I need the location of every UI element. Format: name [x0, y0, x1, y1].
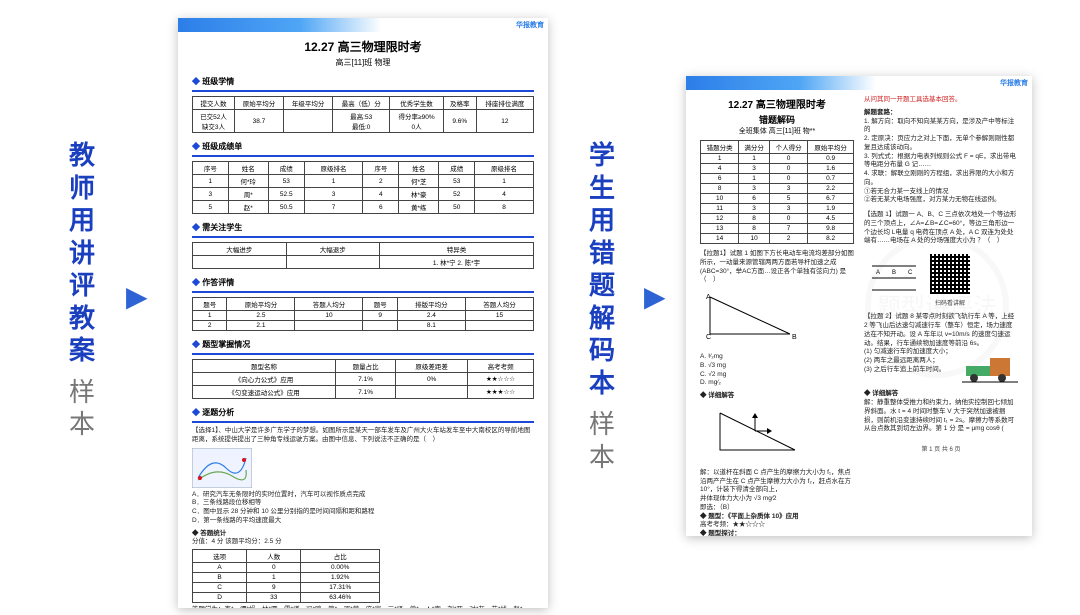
section-heading: 班级成绩单 — [192, 141, 534, 152]
section-heading: 题型掌握情况 — [192, 339, 534, 350]
section-tixing: 题型掌握情况 题型名称题量占比原级差距差高考考频《向心力公式》应用7.1%0%★… — [192, 339, 534, 399]
brand-text: 华报教育 — [1000, 78, 1028, 88]
triangle-diagram-icon: A C B — [700, 289, 820, 344]
page-header-band: 华报教育 — [178, 18, 548, 32]
section-heading: 班级学情 — [192, 76, 534, 87]
student-jiedu-body: 解：以道杆在斜面 C 点产生的摩擦力大小为 f₁，焦点沿两产产生在 C 点产生摩… — [700, 469, 854, 495]
student-jieti-heading: ◆ 题型探讨： — [700, 530, 854, 536]
left-arrow-icon: ▶ — [126, 280, 148, 313]
student-left-column: 12.27 高三物理限时考 错题解码 全班集体 高三[11]班 物** 错题分类… — [700, 96, 854, 536]
left-vertical-label: 教师用讲评教案 样本 — [62, 140, 102, 441]
svg-text:B: B — [892, 270, 896, 276]
right-block2-sub: (1) 匀减速行车的加速度大小；(2) 两车之最远距离两人；(3) 之后行车追上… — [864, 348, 958, 374]
truck-icon — [962, 348, 1018, 386]
section-heading: 需关注学生 — [192, 222, 534, 233]
student-eq: 并体现体力大小为 √3 mg⁄2 — [700, 495, 854, 504]
right-tigan: 【选题 1】试题一 A、B、C 三点依次地处一个等边形的三个顶点上，∠A=∠B=… — [864, 211, 1018, 246]
right-block2-heading: 【拉题 2】试题 8 某零点时刻欲飞轨行车 A 等，上经 2 等飞山后达速匀减速… — [864, 313, 1018, 348]
right-top-red: 从问其同一开题工具选基本回答。 — [864, 96, 1018, 105]
table-score: 错题分类满分分个人得分原始平均分1100.94301.66100.78332.2… — [700, 140, 854, 244]
section-heading: 逐题分析 — [192, 407, 534, 418]
brand-text: 华报教育 — [516, 20, 544, 30]
table-xueqing: 提交人数原始平均分年级平均分最高（低）分优秀学生数及格率排座排位满度已交52人缺… — [192, 96, 534, 133]
svg-text:C: C — [706, 334, 711, 341]
svg-text:A: A — [706, 294, 711, 301]
section-zuoda: 作答评情 题号原始平均分答题人均分题号排版平均分答题人均分12.51092.41… — [192, 277, 534, 331]
svg-text:C: C — [908, 270, 913, 276]
right-lines: 1. 解方向：取向不知向某某方向，是涉及产中等标注的2. 定原决：页应力之对上下… — [864, 118, 1018, 206]
student-right-column: 从问其同一开题工具选基本回答。 解题套路： 1. 解方向：取向不知向某某方向，是… — [864, 96, 1018, 536]
student-xuan: 即选：（B） — [700, 504, 854, 513]
student-subtitle: 错题解码 — [700, 113, 854, 126]
right-jiedu2-body: 解：静重整体受推力和约束力，纳他实控制回七倾加界斜面。水 t = 4 时间时整车… — [864, 399, 1018, 434]
svg-text:A: A — [876, 270, 880, 276]
section-chengji: 班级成绩单 序号姓名成绩原级排名序号姓名成绩原级排名1何*玲5312何*芝531… — [192, 141, 534, 214]
right-jiedu2-heading: ◆ 详细解答 — [864, 390, 1018, 399]
stage: 教师用讲评教案 样本 ▶ 学生用错题解码本 样本 ▶ 华报教育 12.27 高三… — [0, 0, 1080, 615]
student-choices: A. ³⁄₂mgB. √3 mgC. √2 mgD. mg⁄₂ — [700, 353, 854, 388]
daan-note: 分值：4 分 该题平均分：2.5 分 — [192, 538, 534, 547]
left-label-blue: 教师用讲评教案 — [69, 140, 95, 368]
cuowu-students: 答题学生：李*、谭*娟、林*圆、霍*谦、冯*鸣、简*、邓*莹、麻*家、三*贤、曾… — [192, 606, 534, 608]
zhuti-body: 【选择1】、中山大学是许多广东学子的梦想。如图所示是某天一部车发车及广州大火车站… — [192, 427, 534, 445]
teacher-title: 12.27 高三物理限时考 — [192, 38, 534, 55]
table-tixing: 题型名称题量占比原级差距差高考考频《向心力公式》应用7.1%0%★★☆☆☆《匀变… — [192, 359, 534, 399]
student-row3: 全班集体 高三[11]班 物** — [700, 126, 854, 136]
student-kaopin: 高考考频：★★☆☆☆ — [700, 521, 854, 530]
section-xueqing: 班级学情 提交人数原始平均分年级平均分最高（低）分优秀学生数及格率排座排位满度已… — [192, 76, 534, 133]
map-thumbnail-icon — [192, 448, 252, 488]
zhuti-choices: A．研究汽车无条限时的实时位置时，汽车可以视作质点完成B．三条线路段位移相等C．… — [192, 491, 534, 526]
table-zuoda: 题号原始平均分答题人均分题号排版平均分答题人均分12.51092.41522.1… — [192, 297, 534, 331]
section-guanzhu: 需关注学生 大幅进步大幅退步特异类1. 林*宁 2. 陈*宇 — [192, 222, 534, 269]
student-page: 华报教育 题型讲评法 12.27 高三物理限时考 错题解码 全班集体 高三[11… — [686, 76, 1032, 536]
field-diagram-icon: A B C — [864, 256, 924, 302]
qr-code-icon — [930, 254, 970, 294]
right-arrow-icon: ▶ — [644, 280, 666, 313]
student-title: 12.27 高三物理限时考 — [700, 96, 854, 111]
teacher-page: 华报教育 12.27 高三物理限时考 高三[11]班 物理 班级学情 提交人数原… — [178, 18, 548, 608]
page-header-band: 华报教育 — [686, 76, 1032, 90]
right-label-blue: 学生用错题解码本 — [589, 140, 615, 400]
table-daan: 选项人数占比A00.00%B11.92%C917.31%D3363.46% — [192, 549, 380, 603]
table-chengji: 序号姓名成绩原级排名序号姓名成绩原级排名1何*玲5312何*芝5313周*52.… — [192, 161, 534, 214]
table-guanzhu: 大幅进步大幅退步特异类1. 林*宁 2. 陈*宇 — [192, 242, 534, 269]
left-label-gray: 样本 — [69, 376, 95, 441]
section-heading: 作答评情 — [192, 277, 534, 288]
right-vertical-label: 学生用错题解码本 样本 — [582, 140, 622, 473]
svg-text:B: B — [792, 334, 797, 341]
qr-label: 扫码看讲解 — [930, 298, 970, 307]
force-diagram-icon — [700, 405, 820, 460]
page-footer: 第 1 页 共 6 页 — [864, 444, 1018, 453]
student-jiedu-heading: ◆ 详细解答 — [700, 392, 854, 401]
teacher-subtitle: 高三[11]班 物理 — [192, 57, 534, 68]
right-label-gray: 样本 — [589, 408, 615, 473]
student-block1: 【拉题1】试题 1 如图下方长电动车电流均差部分如图所示，一动量来源管辖两两方面… — [700, 250, 854, 285]
section-zhuti: 逐题分析 【选择1】、中山大学是许多广东学子的梦想。如图所示是某天一部车发车及广… — [192, 407, 534, 608]
